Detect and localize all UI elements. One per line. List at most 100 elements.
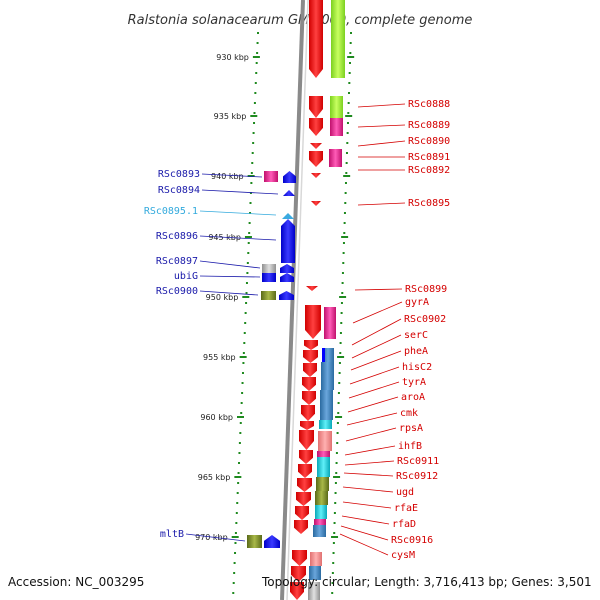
tick-dot-left bbox=[248, 232, 251, 234]
tick-dot-right bbox=[333, 512, 336, 514]
forward-gene-arrow bbox=[292, 550, 307, 566]
tick-dot-right bbox=[333, 522, 336, 524]
tick-dot-right bbox=[347, 112, 350, 114]
reverse-gene-arrow bbox=[280, 273, 294, 282]
left-gene-leader bbox=[199, 290, 259, 296]
scale-tick-right bbox=[345, 115, 353, 117]
right-gene-label: RSc0888 bbox=[408, 99, 450, 110]
scale-tick-right bbox=[333, 476, 341, 478]
tick-dot-left bbox=[235, 512, 238, 514]
tick-dot-left bbox=[236, 502, 239, 504]
reverse-gene-arrow bbox=[283, 171, 296, 183]
right-gene-leader bbox=[339, 533, 389, 556]
tick-dot-right bbox=[337, 392, 340, 394]
reverse-gene-arrow bbox=[283, 190, 295, 196]
scale-label: 930 kbp bbox=[216, 53, 249, 62]
right-gene-leader bbox=[350, 350, 402, 371]
topology-text: Topology: circular; Length: 3,716,413 bp… bbox=[261, 575, 592, 589]
right-gene-leader bbox=[345, 427, 397, 442]
tick-dot-left bbox=[234, 542, 237, 544]
right-gene-label: RSc0895 bbox=[408, 198, 450, 209]
tick-dot-left bbox=[245, 302, 248, 304]
reverse-gene-arrow bbox=[279, 291, 294, 300]
left-gene-leader bbox=[185, 533, 246, 542]
cog-box-cyan bbox=[317, 457, 330, 477]
tick-dot-left bbox=[253, 122, 256, 124]
tick-dot-left bbox=[234, 552, 237, 554]
tick-dot-right bbox=[343, 222, 346, 224]
tick-dot-right bbox=[340, 312, 343, 314]
feature-track bbox=[247, 0, 345, 600]
tick-dot-right bbox=[334, 482, 337, 484]
tick-dot-right bbox=[347, 102, 350, 104]
left-gene-leader bbox=[199, 260, 261, 269]
right-gene-label: tyrA bbox=[402, 377, 426, 388]
right-gene-leader bbox=[342, 486, 394, 493]
tick-dot-left bbox=[240, 412, 243, 414]
tick-dot-right bbox=[349, 42, 352, 44]
tick-dot-right bbox=[343, 212, 346, 214]
tick-dot-right bbox=[333, 532, 336, 534]
tick-dot-right bbox=[346, 122, 349, 124]
tick-dot-right bbox=[336, 432, 339, 434]
scale-tick-left bbox=[247, 175, 255, 177]
scale-label: 955 kbp bbox=[203, 353, 236, 362]
forward-gene-arrow bbox=[297, 478, 312, 492]
forward-gene-arrow bbox=[300, 421, 314, 430]
forward-gene-arrow bbox=[303, 350, 318, 363]
tick-dot-left bbox=[235, 522, 238, 524]
tick-dot-right bbox=[350, 32, 352, 34]
cog-box-steel-blue bbox=[321, 362, 334, 376]
scale-tick-left bbox=[236, 416, 244, 418]
right-gene-leader bbox=[354, 288, 403, 291]
right-gene-leader bbox=[357, 124, 406, 128]
forward-gene-arrow bbox=[294, 520, 308, 534]
tick-dot-right bbox=[340, 322, 343, 324]
tick-dot-right bbox=[344, 192, 347, 194]
right-gene-label: aroA bbox=[401, 392, 425, 403]
forward-gene-arrow bbox=[295, 506, 309, 520]
cog-box-pink bbox=[310, 552, 322, 566]
left-gene-label: mltB bbox=[160, 529, 184, 540]
right-gene-label: RSc0890 bbox=[408, 136, 450, 147]
cog-box-magenta bbox=[314, 519, 326, 525]
tick-dot-left bbox=[253, 112, 256, 114]
right-gene-label: RSc0891 bbox=[408, 152, 450, 163]
tick-dot-left bbox=[251, 152, 254, 154]
tick-dot-left bbox=[255, 62, 258, 64]
forward-gene-arrow bbox=[302, 391, 316, 405]
forward-gene-arrow bbox=[311, 201, 321, 206]
tick-dot-right bbox=[332, 542, 335, 544]
tick-dot-right bbox=[331, 572, 334, 574]
right-gene-leader bbox=[346, 412, 398, 426]
tick-dot-left bbox=[237, 482, 240, 484]
scale-tick-left bbox=[231, 536, 239, 538]
left-gene-label: RSc0893 bbox=[158, 169, 200, 180]
right-gene-label: RSc0899 bbox=[405, 284, 447, 295]
scale-tick-right bbox=[335, 416, 343, 418]
tick-dot-left bbox=[244, 312, 247, 314]
right-gene-leader bbox=[349, 366, 400, 385]
tick-dot-left bbox=[243, 342, 246, 344]
tick-dot-right bbox=[345, 152, 348, 154]
tick-dot-left bbox=[250, 172, 253, 174]
cog-box-magenta bbox=[324, 307, 336, 339]
scale-tick-right bbox=[347, 56, 355, 58]
tick-dot-right bbox=[339, 352, 342, 354]
right-gene-label: ugd bbox=[396, 487, 414, 498]
right-gene-label: RSc0912 bbox=[396, 471, 438, 482]
scale-tick-right bbox=[339, 296, 347, 298]
tick-dot-left bbox=[232, 582, 235, 584]
tick-dot-right bbox=[344, 202, 347, 204]
tick-dot-left bbox=[247, 252, 250, 254]
right-gene-leader bbox=[348, 381, 400, 399]
right-gene-label: RSc0892 bbox=[408, 165, 450, 176]
tick-dot-left bbox=[249, 202, 252, 204]
tick-dot-left bbox=[256, 52, 259, 54]
forward-gene-arrow bbox=[301, 405, 315, 421]
left-gene-label: RSc0895.1 bbox=[144, 206, 198, 217]
right-gene-leader bbox=[340, 525, 389, 541]
right-gene-label: RSc0916 bbox=[391, 535, 433, 546]
left-gene-leader bbox=[199, 275, 261, 278]
tick-dot-right bbox=[348, 82, 351, 84]
